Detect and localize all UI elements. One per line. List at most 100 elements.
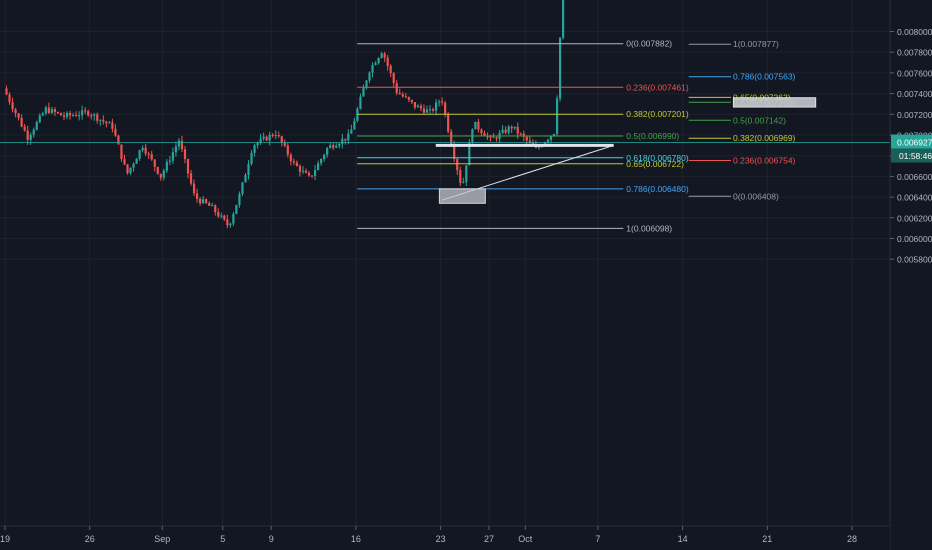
candle-body	[195, 193, 199, 199]
candle-body	[380, 53, 383, 58]
candle-body	[404, 96, 407, 98]
grid	[0, 0, 890, 526]
last-price-label: 0.006927	[897, 138, 932, 148]
fib-left-level-label: 0(0.007882)	[626, 39, 672, 49]
candle-body	[126, 164, 129, 174]
fib-left-level-label: 0.236(0.007461)	[626, 82, 689, 92]
candle-body	[147, 153, 150, 155]
fib-retracement-left[interactable]: 0(0.007882) 0.236(0.007461) 0.382(0.007201…	[357, 39, 689, 234]
candle-body	[41, 113, 44, 116]
candle-body	[65, 113, 69, 117]
candle-body	[56, 112, 60, 114]
candle-body	[313, 170, 317, 176]
candle-body	[323, 154, 326, 160]
candle-body	[256, 142, 259, 146]
fib-right-level-label: 0.382(0.006969)	[733, 133, 796, 143]
candle-body	[389, 65, 392, 74]
candle-body	[489, 136, 492, 138]
candle-body	[332, 145, 335, 148]
candle-body	[320, 159, 323, 164]
candle-body	[117, 135, 120, 145]
candle-body	[120, 144, 123, 160]
candle-body	[90, 115, 93, 117]
time-axis[interactable]: 19 26 Sep 5 9 16 23 27 Oct 7 14 21 28	[0, 525, 890, 550]
candle-body	[35, 122, 38, 130]
candle-body	[259, 138, 262, 143]
candle-body	[546, 139, 550, 143]
price-tick-label: 0.006200	[897, 213, 932, 223]
candle-body	[341, 138, 344, 144]
candle-body	[416, 105, 420, 108]
candle-body	[168, 160, 171, 162]
candle-body	[265, 136, 268, 141]
candle-body	[280, 136, 283, 143]
candle-body	[525, 136, 528, 141]
candle-body	[413, 102, 416, 108]
candle-body	[398, 93, 401, 95]
candle-body	[450, 131, 453, 146]
candle-body	[20, 117, 23, 127]
candle-body	[422, 108, 426, 113]
candle-body	[229, 223, 232, 226]
candle-body	[250, 152, 253, 164]
candle-body	[38, 115, 41, 123]
candle-body	[292, 161, 295, 163]
candle-body	[537, 146, 541, 148]
candle-body	[129, 167, 132, 174]
candle-body	[153, 159, 156, 167]
candle-body	[329, 145, 332, 149]
candle-body	[192, 183, 196, 194]
time-tick-label: 23	[436, 534, 446, 544]
candle-body	[474, 121, 477, 130]
drawings[interactable]	[435, 97, 817, 204]
target-box[interactable]	[732, 97, 817, 108]
countdown-badge	[891, 148, 932, 163]
fib-right-level-label: 0.786(0.007563)	[733, 72, 796, 82]
candle-body	[262, 136, 265, 139]
time-tick-label: 9	[269, 534, 274, 544]
candle-body	[401, 94, 404, 97]
price-axis[interactable]: 0.008000 0.007800 0.007600 0.007400 0.007200…	[889, 0, 932, 550]
candle-body	[114, 128, 117, 136]
candle-body	[232, 213, 235, 224]
candle-body	[202, 199, 205, 204]
candle-body	[462, 182, 465, 184]
candle-body	[295, 162, 299, 167]
candle-body	[74, 115, 78, 117]
candle-body	[480, 129, 483, 134]
time-tick-label: 26	[85, 534, 95, 544]
candle-body	[93, 114, 96, 116]
candle-body	[156, 166, 159, 174]
candle-body	[277, 135, 280, 137]
candle-body	[441, 101, 444, 103]
candle-body	[162, 170, 165, 178]
candle-body	[165, 161, 168, 171]
time-axis-background	[0, 526, 890, 550]
candle-body	[453, 145, 456, 160]
candle-body	[447, 114, 450, 132]
candle-body	[310, 175, 314, 177]
time-tick-label: 16	[351, 534, 361, 544]
candle-body	[274, 135, 277, 137]
candle-body	[247, 163, 250, 176]
price-tick-label: 0.008000	[897, 27, 932, 37]
candle-body	[326, 148, 329, 155]
candle-body	[32, 129, 35, 135]
candle-body	[344, 138, 347, 141]
time-tick-label: 28	[847, 534, 857, 544]
price-tick-label: 0.007600	[897, 68, 932, 78]
candle-body	[253, 145, 256, 153]
fib-left-level-label: 1(0.006098)	[626, 223, 672, 233]
last-price-badge	[891, 134, 932, 149]
support-box[interactable]	[438, 188, 486, 204]
candle-body	[205, 199, 208, 204]
price-tick-label: 0.006600	[897, 172, 932, 182]
candle-body	[338, 143, 341, 147]
time-tick-label: Oct	[518, 534, 533, 544]
candle-body	[395, 83, 398, 94]
fib-right-level-label: 0(0.006408)	[733, 191, 779, 201]
price-tick-label: 0.007200	[897, 110, 932, 120]
candle-body	[516, 126, 519, 134]
